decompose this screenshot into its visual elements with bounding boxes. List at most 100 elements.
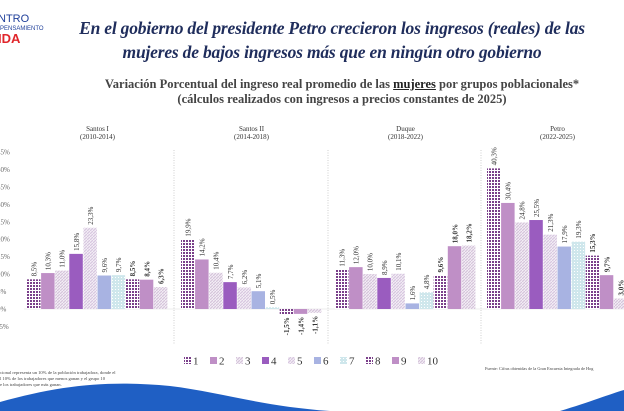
chart-subtitle: Variación Porcentual del ingreso real pr… — [60, 77, 624, 107]
subtitle-pre: Variación Porcentual del ingreso real pr… — [104, 77, 394, 91]
legend-swatch — [288, 357, 295, 364]
bar — [223, 282, 237, 309]
bar — [251, 291, 265, 309]
bar — [83, 227, 97, 309]
legend-item: 4 — [262, 356, 277, 368]
legend-swatch — [262, 357, 269, 364]
subtitle-line-2: (cálculos realizados con ingresos a prec… — [177, 92, 507, 106]
bar — [529, 220, 543, 309]
data-label: 11,3% — [339, 249, 347, 267]
y-tick-label: 30% — [0, 201, 10, 209]
bar — [279, 309, 294, 315]
bar — [571, 241, 586, 309]
y-tick-label: 15% — [0, 253, 10, 261]
bar — [585, 255, 600, 309]
data-label: 8,5% — [129, 261, 137, 277]
data-label: 19,3% — [575, 220, 583, 238]
bar — [377, 277, 391, 309]
y-tick-label: 0% — [0, 306, 7, 314]
legend-label: 2 — [219, 356, 225, 368]
bar — [447, 246, 462, 309]
legend-swatch — [418, 357, 425, 364]
bar — [153, 287, 168, 309]
y-tick-label: 35% — [0, 183, 10, 191]
data-label: 9,7% — [115, 257, 123, 272]
legend-label: 7 — [349, 356, 355, 368]
bar — [27, 279, 41, 309]
subtitle-emphasis: mujeres — [393, 77, 436, 91]
data-label: 21,3% — [547, 213, 555, 231]
data-label: 6,3% — [157, 268, 165, 284]
title-line-1: En el gobierno del presidente Petro crec… — [79, 18, 585, 38]
data-label: 24,8% — [519, 201, 527, 219]
panel-santos-i: Santos I(2010-2014) 8,5% 10,3% 11,0% 15,8% 23… — [27, 125, 168, 309]
bar — [237, 287, 251, 309]
data-label: -1,5% — [283, 317, 291, 335]
decorative-wave — [0, 383, 624, 411]
bar — [543, 234, 557, 309]
data-label: 25,5% — [533, 199, 541, 217]
data-label: 15,8% — [73, 233, 81, 251]
panel-period: (2022-2025) — [540, 133, 576, 141]
data-label: 0,5% — [269, 290, 277, 305]
bar — [293, 309, 308, 314]
data-label: 23,3% — [87, 206, 95, 224]
legend-label: 4 — [271, 356, 277, 368]
bar — [139, 279, 154, 309]
legend-swatch — [314, 357, 321, 364]
panel-duque: Duque(2018-2022) 11,3% 12,0% 10,0% 8,9% 10,1%… — [335, 125, 476, 309]
panel-period: (2018-2022) — [388, 133, 424, 141]
data-label: 18,0% — [451, 224, 459, 243]
bar — [195, 259, 209, 309]
data-label: 4,8% — [423, 275, 431, 290]
svg-text:IDA: IDA — [0, 31, 21, 46]
data-label: 40,3% — [491, 147, 499, 165]
data-label: 15,3% — [589, 233, 597, 252]
legend-label: 5 — [297, 356, 303, 368]
bar — [181, 239, 195, 309]
data-label: 9,6% — [101, 258, 109, 273]
bar — [419, 292, 434, 309]
legend-swatch — [236, 357, 243, 364]
legend-item: 7 — [340, 356, 355, 368]
panel-title: Duque — [396, 125, 415, 133]
footnote-line: e los trabajadores que más ganan. — [0, 382, 62, 387]
y-tick-label: 5% — [0, 288, 7, 296]
bar — [363, 274, 377, 309]
bar — [97, 275, 111, 309]
bar — [41, 273, 55, 309]
data-label: 9,7% — [603, 256, 611, 272]
y-tick-label: 45% — [0, 149, 10, 157]
data-label: 10,1% — [395, 253, 403, 271]
data-label: -1,4% — [297, 317, 305, 335]
panel-period: (2010-2014) — [80, 133, 116, 141]
y-tick-label: 40% — [0, 166, 10, 174]
y-tick-label: 10% — [0, 271, 10, 279]
legend-label: 8 — [375, 356, 381, 368]
data-label: 7,7% — [227, 264, 235, 279]
legend-item: 3 — [236, 356, 251, 368]
data-label: 12,0% — [353, 246, 361, 264]
panel-title: Petro — [550, 125, 565, 133]
bar — [69, 253, 83, 309]
panel-santos-ii: Santos II(2014-2018) 19,9% 14,2% 10,4% 7,7% 6… — [181, 125, 322, 335]
legend-item: 10 — [418, 356, 439, 368]
y-tick-label: 20% — [0, 236, 10, 244]
bar — [515, 222, 529, 309]
legend-item: 1 — [184, 356, 199, 368]
data-label: 17,9% — [561, 225, 569, 243]
footnote: cional representa un 10% de la población… — [0, 370, 160, 388]
bar — [405, 303, 419, 309]
panel-title: Santos I — [86, 125, 109, 133]
bar — [501, 202, 515, 309]
bar — [391, 273, 405, 309]
legend-label: 1 — [193, 356, 199, 368]
data-label: 11,0% — [59, 250, 67, 268]
data-label: 18,2% — [465, 223, 473, 242]
legend-item: 5 — [288, 356, 303, 368]
data-label: -1,1% — [311, 316, 319, 334]
bar — [111, 275, 126, 309]
y-tick-label: 25% — [0, 218, 10, 226]
data-label: 8,5% — [31, 262, 39, 277]
